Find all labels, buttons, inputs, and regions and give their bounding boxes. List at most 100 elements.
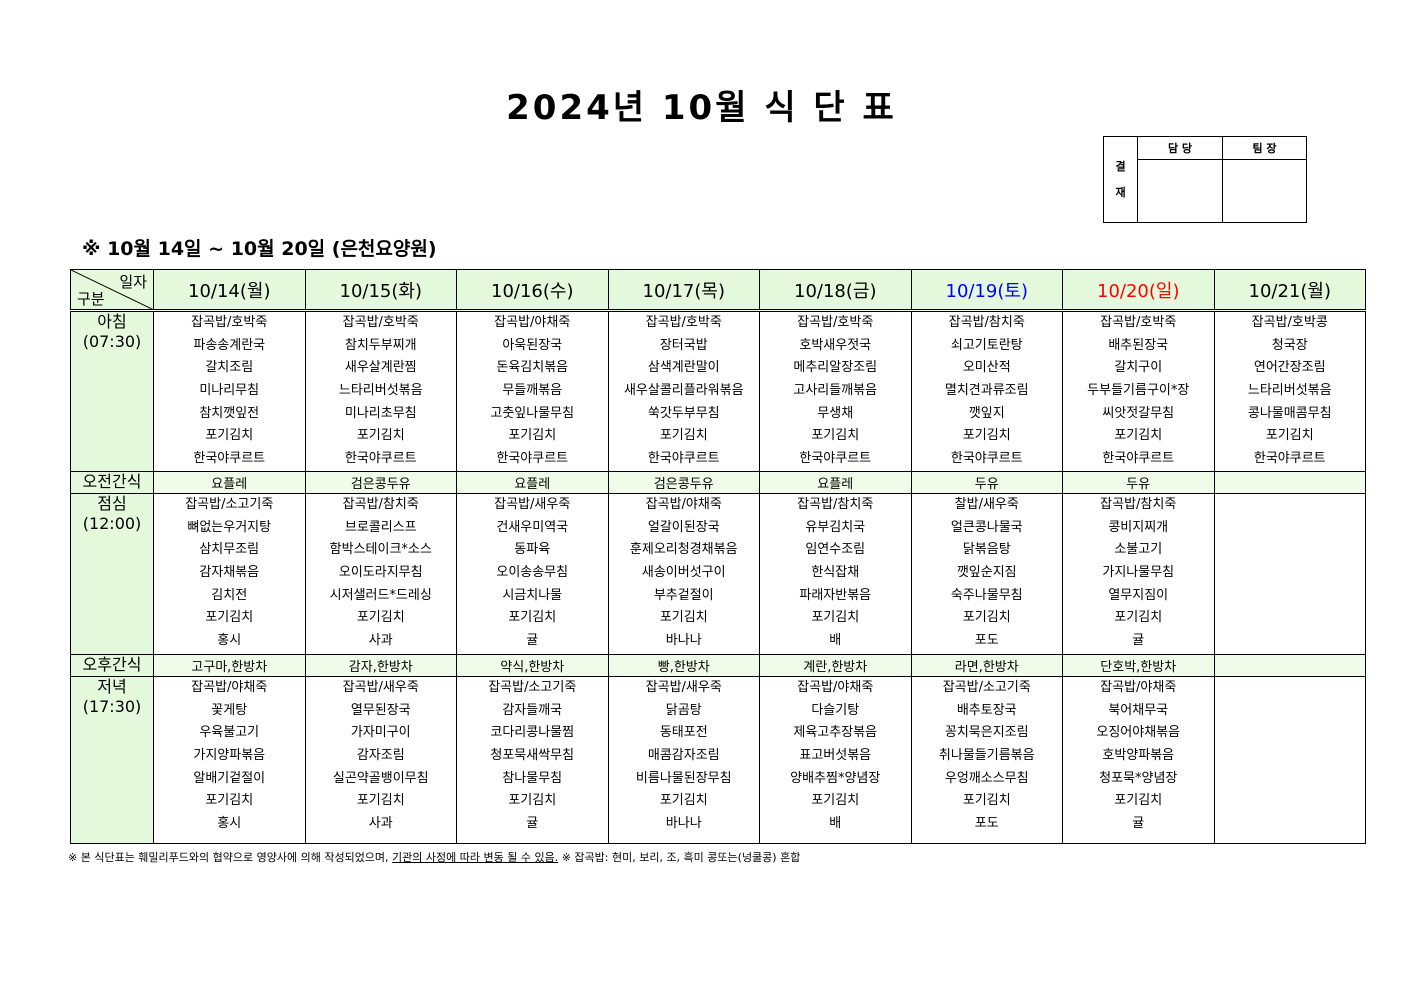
menu-item: 비름나물된장무침 xyxy=(635,770,732,786)
menu-item: 깻잎순지짐 xyxy=(956,564,1017,580)
menu-item: 아욱된장국 xyxy=(502,337,563,353)
menu-item: 잡곡밥/호박죽 xyxy=(191,315,268,330)
menu-item: 꽃게탕 xyxy=(211,702,248,718)
approval-label-2: 재 xyxy=(1115,185,1126,199)
menu-item: 잡곡밥/야채죽 xyxy=(645,496,722,512)
menu-item: 꽁치묵은지조림 xyxy=(944,725,1029,741)
snack-cell: 빵,한방차 xyxy=(607,653,760,677)
menu-item: 참치깻잎전 xyxy=(199,405,260,421)
footnote: ※ 본 식단표는 훼밀리푸드와의 협약으로 영양사에 의해 작성되었으며, 기관… xyxy=(68,849,800,865)
menu-item: 감자채볶음 xyxy=(199,564,260,580)
menu-item: 뼈없는우거지탕 xyxy=(187,519,272,535)
menu-item: 콩나물매콤무침 xyxy=(1247,405,1332,421)
snack-cell: 검은콩두유 xyxy=(607,470,760,494)
category-cell: 저녁 (17:30) xyxy=(70,675,154,844)
menu-item: 씨앗젓갈무침 xyxy=(1102,405,1175,421)
menu-item: 한국야쿠르트 xyxy=(496,451,569,467)
menu-item: 열무지짐이 xyxy=(1108,587,1169,603)
approval-label: 결 재 xyxy=(1103,136,1138,223)
day-header: 10/14(월) xyxy=(153,269,306,312)
menu-item: 잡곡밥/야채죽 xyxy=(494,315,571,330)
menu-item: 포기김치 xyxy=(508,428,557,444)
category-cell: 오후간식 xyxy=(70,653,154,677)
menu-cell: 잡곡밥/소고기죽 뼈없는우거지탕 삼치무조림 감자채볶음 김치전 포기김치 홍시 xyxy=(153,492,306,655)
menu-item: 한국야쿠르트 xyxy=(799,451,872,467)
menu-item: 잡곡밥/소고기죽 xyxy=(185,496,274,512)
menu-item: 한식잡채 xyxy=(811,564,860,580)
day-header: 10/16(수) xyxy=(456,269,609,312)
menu-item: 멸치견과류조림 xyxy=(944,383,1029,399)
menu-item: 얼큰콩나물국 xyxy=(950,519,1023,535)
menu-cell: 잡곡밥/소고기죽 배추토장국 꽁치묵은지조림 취나물들기름볶음 우엉깨소스무침 포기김치 포… xyxy=(910,675,1063,844)
menu-item: 포기김치 xyxy=(205,793,254,809)
menu-item: 잡곡밥/야채죽 xyxy=(797,679,874,695)
menu-item: 깻잎지 xyxy=(968,405,1005,421)
menu-item: 귤 xyxy=(1132,632,1145,648)
category-cell: 오전간식 xyxy=(70,470,154,494)
meal-table: 일자 구분 10/14(월) 10/15(화) 10/16(수) 10/17(목) 10… xyxy=(70,269,1366,844)
menu-item: 장터국밥 xyxy=(659,337,708,353)
menu-item: 포기김치 xyxy=(962,610,1011,626)
meal-time: (17:30) xyxy=(82,696,142,716)
snack-cell: 라면,한방차 xyxy=(910,653,1063,677)
menu-cell: 잡곡밥/야채죽 얼갈이된장국 훈제오리청경채볶음 새송이버섯구이 부추겉절이 포기김치 바나… xyxy=(607,492,760,655)
menu-item: 잡곡밥/야채죽 xyxy=(1100,679,1177,695)
menu-item: 포도 xyxy=(974,632,999,648)
menu-item: 참나물무침 xyxy=(502,770,563,786)
menu-item: 잡곡밥/참치죽 xyxy=(1100,496,1177,512)
menu-item: 잡곡밥/야채죽 xyxy=(191,679,268,695)
approval-sign-manager[interactable] xyxy=(1222,159,1307,223)
day-header: 10/20(일) xyxy=(1062,269,1215,312)
approval-sign-staff[interactable] xyxy=(1137,159,1223,223)
menu-item: 포기김치 xyxy=(1265,428,1314,444)
menu-item: 잡곡밥/호박죽 xyxy=(797,315,874,330)
menu-cell: 잡곡밥/호박죽 파송송계란국 갈치조림 미나리무침 참치깻잎전 포기김치 한국야쿠르트 xyxy=(153,310,306,472)
menu-item: 포기김치 xyxy=(659,428,708,444)
menu-item: 포기김치 xyxy=(508,793,557,809)
menu-item: 귤 xyxy=(526,632,539,648)
menu-item: 잡곡밥/호박죽 xyxy=(342,315,419,330)
menu-item: 양배추찜*양념장 xyxy=(790,770,881,786)
meal-row: 아침 (07:30) 잡곡밥/호박죽 파송송계란국 갈치조림 미나리무침 참치깻잎전 포기김치… xyxy=(70,310,1366,472)
menu-item: 다슬기탕 xyxy=(811,702,860,718)
menu-item: 새우살계란찜 xyxy=(344,360,417,376)
menu-item: 감자들깨국 xyxy=(502,702,563,718)
footnote-underlined: 기관의 사정에 따라 변동 될 수 있음. xyxy=(392,851,559,864)
snack-row: 오전간식 요플레 검은콩두유 요플레 검은콩두유 요플레 두유 두유 xyxy=(70,470,1366,494)
menu-item: 오이도라지무침 xyxy=(338,564,423,580)
menu-item: 콩비지찌개 xyxy=(1108,519,1169,535)
menu-item: 함박스테이크*소스 xyxy=(329,542,432,558)
day-header: 10/15(화) xyxy=(304,269,457,312)
snack-cell: 검은콩두유 xyxy=(304,470,457,494)
menu-cell xyxy=(1213,675,1366,844)
menu-item: 포기김치 xyxy=(659,610,708,626)
menu-item: 바나나 xyxy=(665,632,702,648)
menu-item: 사과 xyxy=(368,632,393,648)
menu-item: 고사리들깨볶음 xyxy=(793,383,878,399)
menu-item: 얼갈이된장국 xyxy=(647,519,720,535)
menu-item: 무생채 xyxy=(817,405,854,421)
menu-item: 소불고기 xyxy=(1114,542,1163,558)
menu-cell: 잡곡밥/참치죽 콩비지찌개 소불고기 가지나물무침 열무지짐이 포기김치 귤 xyxy=(1062,492,1215,655)
menu-item: 포기김치 xyxy=(508,610,557,626)
menu-item: 한국야쿠르트 xyxy=(647,451,720,467)
menu-cell: 잡곡밥/야채죽 꽃게탕 우육불고기 가지양파볶음 알배기겉절이 포기김치 홍시 xyxy=(153,675,306,844)
menu-item: 닭곰탕 xyxy=(665,702,702,718)
menu-item: 포기김치 xyxy=(356,610,405,626)
menu-item: 포도 xyxy=(974,815,999,831)
menu-item: 포기김치 xyxy=(356,428,405,444)
menu-item: 알배기겉절이 xyxy=(193,770,266,786)
menu-item: 호박양파볶음 xyxy=(1102,747,1175,763)
meal-name: 점심 xyxy=(97,493,127,513)
menu-item: 포기김치 xyxy=(811,610,860,626)
approval-label-1: 결 xyxy=(1115,159,1126,173)
menu-item: 취나물들기름볶음 xyxy=(938,747,1035,763)
menu-item: 시저샐러드*드레싱 xyxy=(329,587,432,603)
menu-item: 고춧잎나물무침 xyxy=(490,405,575,421)
menu-item: 매콤감자조림 xyxy=(647,747,720,763)
meal-name: 저녁 xyxy=(97,676,127,696)
menu-item: 갈치조림 xyxy=(205,360,254,376)
snack-cell xyxy=(1213,653,1366,677)
menu-item: 포기김치 xyxy=(1114,428,1163,444)
menu-item: 쑥갓두부무침 xyxy=(647,405,720,421)
